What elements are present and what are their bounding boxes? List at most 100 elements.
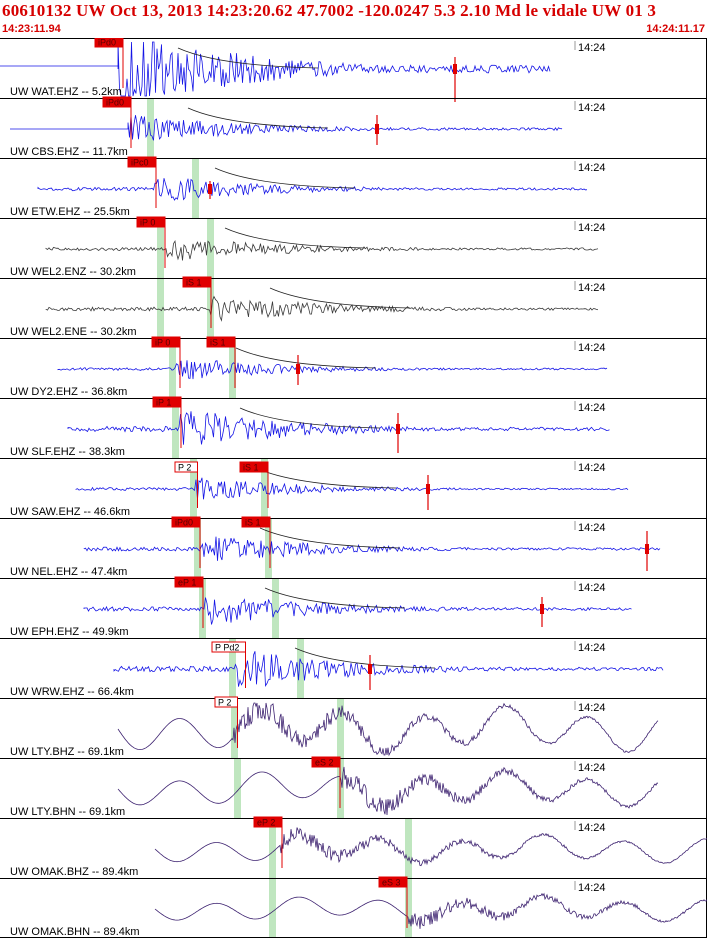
amplitude-marker-box: [645, 544, 649, 554]
waveform-10[interactable]: [83, 597, 632, 625]
coda-curve: [294, 647, 436, 669]
station-label: UW DY2.EHZ -- 36.8km: [10, 386, 127, 398]
waveform-13[interactable]: [117, 766, 659, 816]
pick-label: iS 1: [245, 518, 261, 528]
pick-band-9-1: [194, 518, 201, 578]
trace-time-label: 14:24: [578, 522, 606, 534]
waveform-1[interactable]: [0, 41, 551, 97]
waveform-7[interactable]: [67, 411, 610, 445]
pick-label: P Pd2: [215, 643, 239, 653]
pick-band-4-1: [157, 218, 164, 278]
waveform-2[interactable]: [10, 114, 563, 141]
waveform-14[interactable]: [154, 827, 707, 867]
pick-band-2-1: [147, 98, 154, 158]
amplitude-marker-box: [208, 184, 212, 194]
station-label: UW SLF.EHZ -- 38.3km: [10, 446, 125, 458]
amplitude-marker-box: [453, 64, 457, 74]
coda-curve: [239, 407, 381, 429]
trace-time-label: 14:24: [578, 162, 606, 174]
pick-band-12-2: [337, 698, 344, 758]
coda-curve: [235, 347, 377, 369]
station-label: UW LTY.BHN -- 69.1km: [10, 806, 125, 818]
pick-band-15-2: [405, 878, 412, 938]
pick-label: iS 1: [243, 463, 259, 473]
station-label: UW NEL.EHZ -- 47.4km: [10, 566, 127, 578]
trace-time-label: 14:24: [578, 282, 606, 294]
station-label: UW WRW.EHZ -- 66.4km: [10, 686, 134, 698]
station-label: UW ETW.EHZ -- 25.5km: [10, 206, 130, 218]
trace-time-label: 14:24: [578, 102, 606, 114]
trace-time-label: 14:24: [578, 402, 606, 414]
amplitude-marker-box: [396, 424, 400, 434]
amplitude-marker-box: [540, 604, 544, 614]
trace-time-label: 14:24: [578, 702, 606, 714]
pick-label: eS 2: [315, 758, 334, 768]
pick-band-3-1: [192, 158, 199, 218]
station-label: UW WAT.EHZ -- 5.2km: [10, 86, 122, 98]
pick-label: iP 0: [140, 218, 155, 228]
station-label: UW WEL2.ENE -- 30.2km: [10, 326, 137, 338]
coda-curve: [259, 527, 401, 549]
window-start-time: 14:23:11.94: [2, 23, 61, 35]
pick-band-8-1: [190, 458, 197, 518]
waveform-3[interactable]: [37, 178, 588, 201]
pick-label: eP 1: [178, 578, 196, 588]
station-label: UW CBS.EHZ -- 11.7km: [10, 146, 128, 158]
trace-time-label: 14:24: [578, 882, 606, 894]
amplitude-marker-box: [426, 484, 430, 494]
pick-band-6-1: [169, 338, 176, 398]
window-end-time: 14:24:11.17: [646, 23, 705, 35]
trace-time-label: 14:24: [578, 222, 606, 234]
pick-label: iPd0: [175, 518, 193, 528]
pick-band-15-1: [269, 878, 276, 938]
pick-band-12-1: [231, 698, 238, 758]
coda-curve: [214, 167, 356, 189]
waveform-11[interactable]: [113, 651, 664, 687]
trace-time-label: 14:24: [578, 462, 606, 474]
station-label: UW EPH.EHZ -- 49.9km: [10, 626, 129, 638]
pick-label: iP 0: [155, 338, 170, 348]
pick-label: iPd0: [106, 98, 124, 108]
station-label: UW OMAK.BHN -- 89.4km: [10, 926, 140, 938]
pick-band-11-2: [297, 638, 304, 698]
waveform-4[interactable]: [45, 240, 599, 261]
trace-time-label: 14:24: [578, 762, 606, 774]
trace-time-label: 14:24: [578, 822, 606, 834]
waveform-5[interactable]: [45, 295, 599, 322]
pick-band-14-1: [269, 818, 276, 878]
station-label: UW WEL2.ENZ -- 30.2km: [10, 266, 136, 278]
pick-band-5-1: [157, 278, 164, 338]
coda-curve: [224, 227, 366, 249]
coda-curve: [264, 587, 406, 609]
event-title: 60610132 UW Oct 13, 2013 14:23:20.62 47.…: [2, 1, 657, 20]
trace-time-label: 14:24: [578, 642, 606, 654]
pick-label: iS 1: [210, 338, 226, 348]
coda-curve: [187, 107, 329, 129]
trace-time-label: 14:24: [578, 582, 606, 594]
waveform-15[interactable]: [154, 892, 707, 929]
amplitude-marker-box: [368, 664, 372, 674]
pick-band-10-2: [272, 578, 279, 638]
pick-label: iP 1: [156, 398, 171, 408]
station-label: UW OMAK.BHZ -- 89.4km: [10, 866, 138, 878]
waveform-6[interactable]: [57, 360, 608, 380]
trace-time-label: 14:24: [578, 342, 606, 354]
pick-label: iS 1: [186, 278, 202, 288]
pick-label: eP 2: [257, 818, 275, 828]
pick-label: iPd0: [98, 38, 116, 48]
coda-curve: [269, 287, 411, 309]
event-header: 60610132 UW Oct 13, 2013 14:23:20.62 47.…: [0, 0, 707, 38]
waveform-8[interactable]: [75, 477, 629, 500]
trace-time-label: 14:24: [578, 42, 606, 54]
pick-band-14-2: [405, 818, 412, 878]
pick-label: P 2: [178, 463, 191, 473]
station-label: UW SAW.EHZ -- 46.6km: [10, 506, 130, 518]
pick-label: iPc0: [131, 158, 149, 168]
waveform-12[interactable]: [117, 702, 659, 757]
coda-curve: [177, 47, 319, 69]
pick-label: P 2: [218, 698, 231, 708]
station-label: UW LTY.BHZ -- 69.1km: [10, 746, 124, 758]
waveform-9[interactable]: [83, 536, 661, 561]
pick-band-13-1: [234, 758, 241, 818]
